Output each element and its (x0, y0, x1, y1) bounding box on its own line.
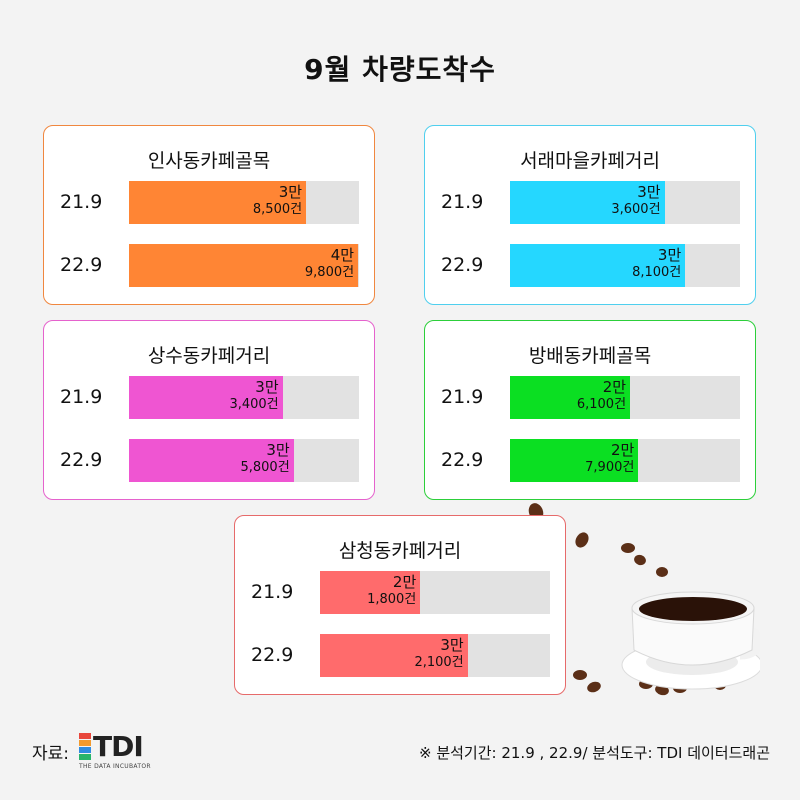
bar: 3만 3,400건 (129, 376, 283, 419)
value-label-main: 3만 (657, 246, 682, 264)
bar: 3만 2,100건 (320, 634, 468, 677)
tdi-logo: TDI THE DATA INCUBATOR (79, 733, 151, 770)
bar-track: 2만 7,900건 (510, 439, 740, 482)
chart-title: 9월 차량도착수 (304, 53, 496, 86)
panel-insadong: 인사동카페골목 21.9 3만 8,500건 22.9 4만 9,800건 (43, 125, 375, 305)
row-label: 22.9 (441, 254, 484, 276)
value-label-detail: 7,900건 (585, 460, 635, 475)
logo-text: TDI (93, 730, 144, 763)
panel-title: 인사동카페골목 (147, 150, 271, 172)
logo-subtitle: THE DATA INCUBATOR (79, 763, 151, 770)
panel-title: 삼청동카페거리 (338, 540, 462, 562)
bar-track: 3만 8,500건 (129, 181, 359, 224)
value-label-detail: 3,400건 (229, 397, 279, 412)
value-label-main: 2만 (602, 378, 627, 396)
value-label-main: 3만 (278, 183, 303, 201)
bar-track: 3만 2,100건 (320, 634, 550, 677)
value-label-main: 4만 (330, 246, 355, 264)
value-label-main: 3만 (255, 378, 279, 396)
value-label-detail: 9,800건 (304, 265, 355, 280)
value-label-detail: 8,100건 (632, 265, 682, 280)
panel-title: 서래마을카페거리 (520, 150, 660, 172)
panel-bangbae: 방배동카페골목 21.9 2만 6,100건 22.9 2만 7,900건 (424, 320, 756, 500)
value-label-detail: 2,100건 (414, 655, 464, 670)
bar: 3만 5,800건 (129, 439, 294, 482)
row-label: 21.9 (251, 581, 294, 603)
row-label: 22.9 (441, 449, 484, 471)
row-label: 21.9 (60, 191, 103, 213)
bar-track: 3만 3,400건 (129, 376, 359, 419)
bar-track: 2만 1,800건 (320, 571, 550, 614)
bar-track: 3만 8,100건 (510, 244, 740, 287)
bar: 2만 6,100건 (510, 376, 631, 419)
bar-track: 4만 9,800건 (129, 244, 359, 287)
panel-title: 방배동카페골목 (528, 345, 652, 367)
bar: 3만 8,100건 (510, 244, 686, 287)
bar: 4만 9,800건 (129, 244, 359, 287)
value-label-main: 2만 (392, 573, 417, 591)
bar: 2만 7,900건 (510, 439, 639, 482)
bar: 2만 1,800건 (320, 571, 421, 614)
logo-mark-icon (79, 733, 92, 761)
analysis-note: ※ 분석기간: 21.9 , 22.9/ 분석도구: TDI 데이터드래곤 (418, 744, 770, 762)
row-label: 22.9 (60, 449, 103, 471)
source: 자료: TDI THE DATA INCUBATOR (32, 733, 151, 771)
panel-seorae: 서래마을카페거리 21.9 3만 3,600건 22.9 3만 8,100건 (424, 125, 756, 305)
row-label: 21.9 (441, 191, 484, 213)
value-label-detail: 3,600건 (611, 202, 661, 217)
bar-track: 2만 6,100건 (510, 376, 740, 419)
value-label-detail: 5,800건 (240, 460, 290, 475)
value-label-detail: 6,100건 (576, 397, 627, 412)
value-label-main: 3만 (440, 636, 464, 654)
source-label: 자료: (32, 744, 70, 764)
row-label: 22.9 (60, 254, 103, 276)
value-label-detail: 1,800건 (367, 592, 417, 607)
panel-sangsu: 상수동카페거리 21.9 3만 3,400건 22.9 3만 5,800건 (43, 320, 375, 500)
bar: 3만 8,500건 (129, 181, 307, 224)
bar-track: 3만 3,600건 (510, 181, 740, 224)
panel-samcheong: 삼청동카페거리 21.9 2만 1,800건 22.9 3만 2,100건 (234, 515, 566, 695)
row-label: 21.9 (60, 386, 103, 408)
row-label: 21.9 (441, 386, 484, 408)
row-label: 22.9 (251, 644, 294, 666)
value-label-detail: 8,500건 (252, 202, 303, 217)
bar: 3만 3,600건 (510, 181, 665, 224)
panel-title: 상수동카페거리 (147, 345, 271, 367)
value-label-main: 3만 (266, 441, 290, 459)
value-label-main: 2만 (610, 441, 635, 459)
value-label-main: 3만 (637, 183, 661, 201)
bar-track: 3만 5,800건 (129, 439, 359, 482)
